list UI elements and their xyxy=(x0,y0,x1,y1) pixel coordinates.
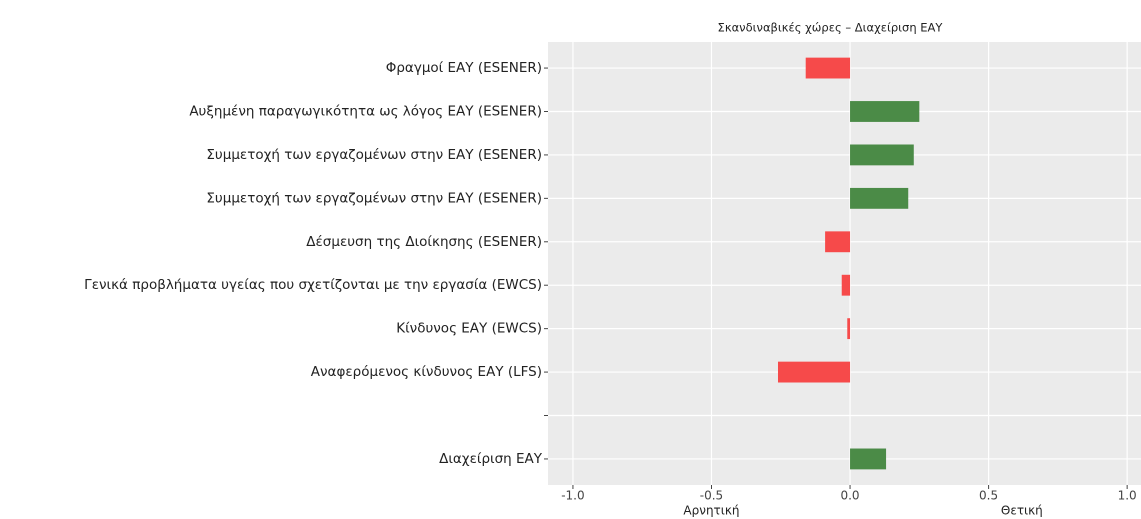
bar xyxy=(841,274,851,296)
y-tick-label: Συμμετοχή των εργαζομένων στην ΕΑΥ (ESEN… xyxy=(206,190,542,206)
x-tick-label: 0.0 xyxy=(840,489,859,503)
chart-title: Σκανδιναβικές χώρες – Διαχείριση ΕΑΥ xyxy=(718,21,944,35)
plot-panel xyxy=(548,42,1141,485)
y-tick-label: Δέσμευση της Διοίκησης (ESENER) xyxy=(306,234,542,250)
y-tick-label: Φραγμοί ΕΑΥ (ESENER) xyxy=(386,60,542,76)
y-tick-label: Συμμετοχή των εργαζομένων στην ΕΑΥ (ESEN… xyxy=(206,147,542,163)
bar xyxy=(850,187,909,209)
bar xyxy=(805,57,851,79)
bar xyxy=(847,318,851,340)
x-tick-label: -1.0 xyxy=(561,489,584,503)
y-tick-label: Αναφερόμενος κίνδυνος ΕΑΥ (LFS) xyxy=(311,364,542,380)
y-tick-label: Αυξημένη παραγωγικότητα ως λόγος ΕΑΥ (ES… xyxy=(189,103,542,119)
axis-annotation: Θετική xyxy=(1001,504,1043,518)
bar xyxy=(850,101,920,122)
axis-annotation: Αρνητική xyxy=(683,504,739,518)
bar xyxy=(850,448,887,470)
bar xyxy=(777,361,851,383)
x-tick-label: 1.0 xyxy=(1118,489,1137,503)
bar xyxy=(850,144,914,166)
x-tick-label: -0.5 xyxy=(700,489,723,503)
y-tick-label: Γενικά προβλήματα υγείας που σχετίζονται… xyxy=(84,277,542,293)
bar xyxy=(825,231,851,253)
y-tick-label: Διαχείριση ΕΑΥ xyxy=(439,451,543,467)
x-tick-label: 0.5 xyxy=(979,489,998,503)
y-tick-label: Κίνδυνος ΕΑΥ (EWCS) xyxy=(396,321,542,337)
